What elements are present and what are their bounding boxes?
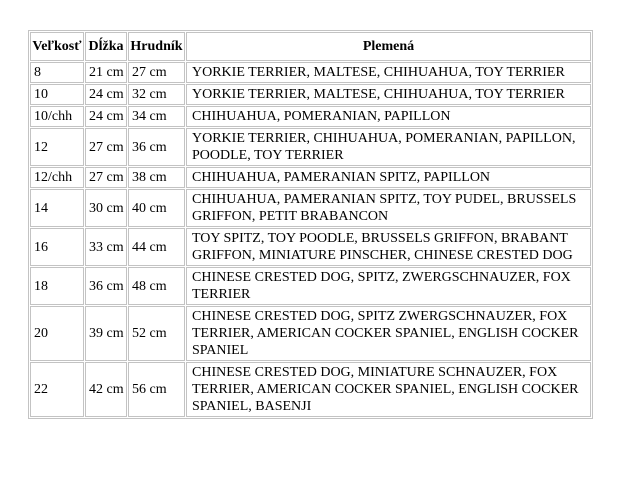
cell-breeds: CHIHUAHUA, POMERANIAN, PAPILLON bbox=[186, 106, 591, 127]
cell-size: 20 bbox=[30, 306, 84, 361]
table-row: 18 36 cm 48 cm CHINESE CRESTED DOG, SPITZ, … bbox=[30, 267, 591, 305]
cell-length: 27 cm bbox=[85, 167, 127, 188]
cell-breeds: YORKIE TERRIER, CHIHUAHUA, POMERANIAN, P… bbox=[186, 128, 591, 166]
table-row: 16 33 cm 44 cm TOY SPITZ, TOY POODLE, BRUSS… bbox=[30, 228, 591, 266]
cell-size: 12/chh bbox=[30, 167, 84, 188]
cell-breeds: CHINESE CRESTED DOG, SPITZ, ZWERGSCHNAUZ… bbox=[186, 267, 591, 305]
cell-length: 30 cm bbox=[85, 189, 127, 227]
cell-breeds: CHINESE CRESTED DOG, MINIATURE SCHNAUZER… bbox=[186, 362, 591, 417]
cell-length: 24 cm bbox=[85, 106, 127, 127]
cell-size: 14 bbox=[30, 189, 84, 227]
cell-chest: 27 cm bbox=[128, 62, 185, 83]
cell-length: 39 cm bbox=[85, 306, 127, 361]
cell-size: 12 bbox=[30, 128, 84, 166]
cell-chest: 40 cm bbox=[128, 189, 185, 227]
cell-chest: 44 cm bbox=[128, 228, 185, 266]
cell-breeds: CHIHUAHUA, PAMERANIAN SPITZ, PAPILLON bbox=[186, 167, 591, 188]
table-row: 20 39 cm 52 cm CHINESE CRESTED DOG, SPITZ Z… bbox=[30, 306, 591, 361]
cell-chest: 48 cm bbox=[128, 267, 185, 305]
header-row: Veľkosť Dĺžka Hrudník Plemená bbox=[30, 32, 591, 61]
cell-chest: 56 cm bbox=[128, 362, 185, 417]
dog-size-table: Veľkosť Dĺžka Hrudník Plemená 8 21 cm 27 cm YO… bbox=[28, 30, 593, 419]
table-row: 10/chh 24 cm 34 cm CHIHUAHUA, POMERANIAN, P… bbox=[30, 106, 591, 127]
cell-chest: 32 cm bbox=[128, 84, 185, 105]
column-header-chest: Hrudník bbox=[128, 32, 185, 61]
cell-chest: 36 cm bbox=[128, 128, 185, 166]
cell-size: 10/chh bbox=[30, 106, 84, 127]
cell-chest: 34 cm bbox=[128, 106, 185, 127]
cell-breeds: CHINESE CRESTED DOG, SPITZ ZWERGSCHNAUZE… bbox=[186, 306, 591, 361]
cell-chest: 38 cm bbox=[128, 167, 185, 188]
cell-breeds: YORKIE TERRIER, MALTESE, CHIHUAHUA, TOY … bbox=[186, 84, 591, 105]
cell-length: 36 cm bbox=[85, 267, 127, 305]
column-header-length: Dĺžka bbox=[85, 32, 127, 61]
table-row: 12/chh 27 cm 38 cm CHIHUAHUA, PAMERANIAN SP… bbox=[30, 167, 591, 188]
cell-size: 18 bbox=[30, 267, 84, 305]
cell-size: 10 bbox=[30, 84, 84, 105]
column-header-size: Veľkosť bbox=[30, 32, 84, 61]
table-row: 22 42 cm 56 cm CHINESE CRESTED DOG, MINIATU… bbox=[30, 362, 591, 417]
cell-length: 33 cm bbox=[85, 228, 127, 266]
table-header: Veľkosť Dĺžka Hrudník Plemená bbox=[30, 32, 591, 61]
cell-length: 21 cm bbox=[85, 62, 127, 83]
table-body: 8 21 cm 27 cm YORKIE TERRIER, MALTESE, CHIH… bbox=[30, 62, 591, 417]
cell-size: 16 bbox=[30, 228, 84, 266]
column-header-breeds: Plemená bbox=[186, 32, 591, 61]
cell-length: 42 cm bbox=[85, 362, 127, 417]
cell-size: 22 bbox=[30, 362, 84, 417]
cell-breeds: CHIHUAHUA, PAMERANIAN SPITZ, TOY PUDEL, … bbox=[186, 189, 591, 227]
table-row: 12 27 cm 36 cm YORKIE TERRIER, CHIHUAHUA, P… bbox=[30, 128, 591, 166]
table-row: 8 21 cm 27 cm YORKIE TERRIER, MALTESE, CHIH… bbox=[30, 62, 591, 83]
cell-length: 27 cm bbox=[85, 128, 127, 166]
cell-size: 8 bbox=[30, 62, 84, 83]
cell-breeds: TOY SPITZ, TOY POODLE, BRUSSELS GRIFFON,… bbox=[186, 228, 591, 266]
table-row: 10 24 cm 32 cm YORKIE TERRIER, MALTESE, CHI… bbox=[30, 84, 591, 105]
cell-chest: 52 cm bbox=[128, 306, 185, 361]
cell-length: 24 cm bbox=[85, 84, 127, 105]
table-row: 14 30 cm 40 cm CHIHUAHUA, PAMERANIAN SPITZ,… bbox=[30, 189, 591, 227]
cell-breeds: YORKIE TERRIER, MALTESE, CHIHUAHUA, TOY … bbox=[186, 62, 591, 83]
